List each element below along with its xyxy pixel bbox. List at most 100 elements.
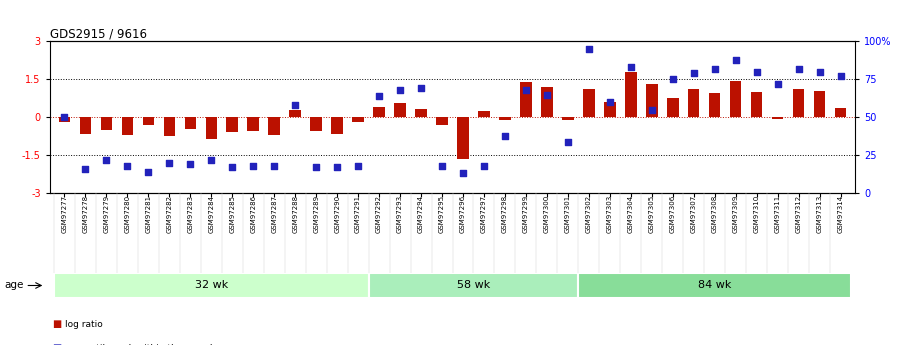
Point: [624, 65, 638, 70]
Bar: [688, 89, 700, 117]
Bar: [290, 110, 301, 117]
Bar: [520, 82, 531, 117]
Text: age: age: [5, 280, 24, 290]
Point: [539, 92, 554, 97]
Text: GSM97290: GSM97290: [334, 195, 340, 233]
Point: [351, 163, 366, 169]
Bar: [143, 117, 154, 125]
Bar: [415, 109, 427, 117]
Point: [414, 86, 428, 91]
Bar: [310, 117, 322, 131]
Bar: [121, 117, 133, 135]
Text: GSM97312: GSM97312: [795, 195, 802, 233]
Text: 84 wk: 84 wk: [698, 280, 731, 290]
Point: [687, 70, 701, 76]
Text: GSM97306: GSM97306: [670, 195, 676, 233]
Point: [267, 163, 281, 169]
Text: GSM97295: GSM97295: [439, 195, 445, 233]
Point: [246, 163, 261, 169]
Text: GSM97277: GSM97277: [62, 195, 68, 233]
Text: GSM97314: GSM97314: [837, 195, 843, 233]
Bar: [59, 117, 71, 122]
Bar: [730, 81, 741, 117]
Text: GSM97281: GSM97281: [146, 195, 151, 233]
Point: [372, 93, 386, 99]
Bar: [331, 117, 343, 134]
Text: percentile rank within the sample: percentile rank within the sample: [65, 344, 218, 345]
Bar: [395, 104, 405, 117]
Point: [183, 161, 197, 167]
Bar: [667, 98, 679, 117]
Text: GSM97285: GSM97285: [229, 195, 235, 233]
Text: log ratio: log ratio: [65, 320, 103, 329]
Text: GSM97299: GSM97299: [523, 195, 529, 233]
Text: 58 wk: 58 wk: [457, 280, 491, 290]
Point: [477, 163, 491, 169]
Text: GSM97313: GSM97313: [816, 195, 823, 233]
Point: [78, 166, 92, 172]
Point: [288, 102, 302, 108]
Text: GSM97292: GSM97292: [376, 195, 382, 233]
Point: [141, 169, 156, 175]
Bar: [500, 117, 510, 120]
Bar: [793, 89, 805, 117]
Text: GSM97280: GSM97280: [124, 195, 130, 233]
Point: [813, 69, 827, 75]
Bar: [751, 92, 762, 117]
Text: GSM97308: GSM97308: [711, 195, 718, 233]
Text: GSM97279: GSM97279: [103, 195, 110, 233]
Point: [330, 165, 345, 170]
Text: GSM97300: GSM97300: [544, 195, 550, 233]
Bar: [226, 117, 238, 132]
Point: [456, 171, 471, 176]
Bar: [374, 107, 385, 117]
Bar: [583, 89, 595, 117]
Text: GSM97309: GSM97309: [733, 195, 738, 233]
Point: [770, 81, 785, 87]
Bar: [185, 117, 196, 129]
Text: ■: ■: [52, 344, 62, 345]
Text: GSM97307: GSM97307: [691, 195, 697, 233]
Point: [729, 57, 743, 62]
Point: [644, 107, 659, 112]
Bar: [164, 117, 175, 136]
FancyBboxPatch shape: [54, 273, 368, 298]
Text: GSM97305: GSM97305: [649, 195, 654, 233]
Bar: [80, 117, 91, 134]
Bar: [352, 117, 364, 122]
Text: GSM97288: GSM97288: [292, 195, 298, 233]
Point: [225, 165, 240, 170]
Text: ■: ■: [52, 319, 62, 329]
Bar: [646, 85, 658, 117]
Point: [309, 165, 323, 170]
Point: [162, 160, 176, 166]
Text: GSM97294: GSM97294: [418, 195, 424, 233]
Text: GSM97302: GSM97302: [586, 195, 592, 233]
Point: [560, 139, 575, 144]
Text: GSM97296: GSM97296: [460, 195, 466, 233]
Point: [582, 46, 596, 52]
Bar: [834, 108, 846, 117]
Text: GSM97293: GSM97293: [397, 195, 403, 233]
Text: GSM97287: GSM97287: [272, 195, 277, 233]
Point: [708, 66, 722, 71]
Text: GSM97291: GSM97291: [355, 195, 361, 233]
Bar: [436, 117, 448, 125]
Bar: [709, 93, 720, 117]
Bar: [247, 117, 259, 131]
Text: GSM97278: GSM97278: [82, 195, 89, 233]
Point: [57, 115, 71, 120]
Bar: [205, 117, 217, 139]
Text: GSM97311: GSM97311: [775, 195, 781, 233]
Bar: [100, 117, 112, 130]
Point: [603, 99, 617, 105]
Point: [100, 157, 114, 162]
Bar: [625, 72, 636, 117]
Text: GSM97282: GSM97282: [167, 195, 172, 233]
Point: [665, 77, 680, 82]
Bar: [772, 117, 784, 119]
Text: GSM97301: GSM97301: [565, 195, 571, 233]
Point: [749, 69, 764, 75]
Text: GSM97286: GSM97286: [251, 195, 256, 233]
Point: [519, 87, 533, 93]
